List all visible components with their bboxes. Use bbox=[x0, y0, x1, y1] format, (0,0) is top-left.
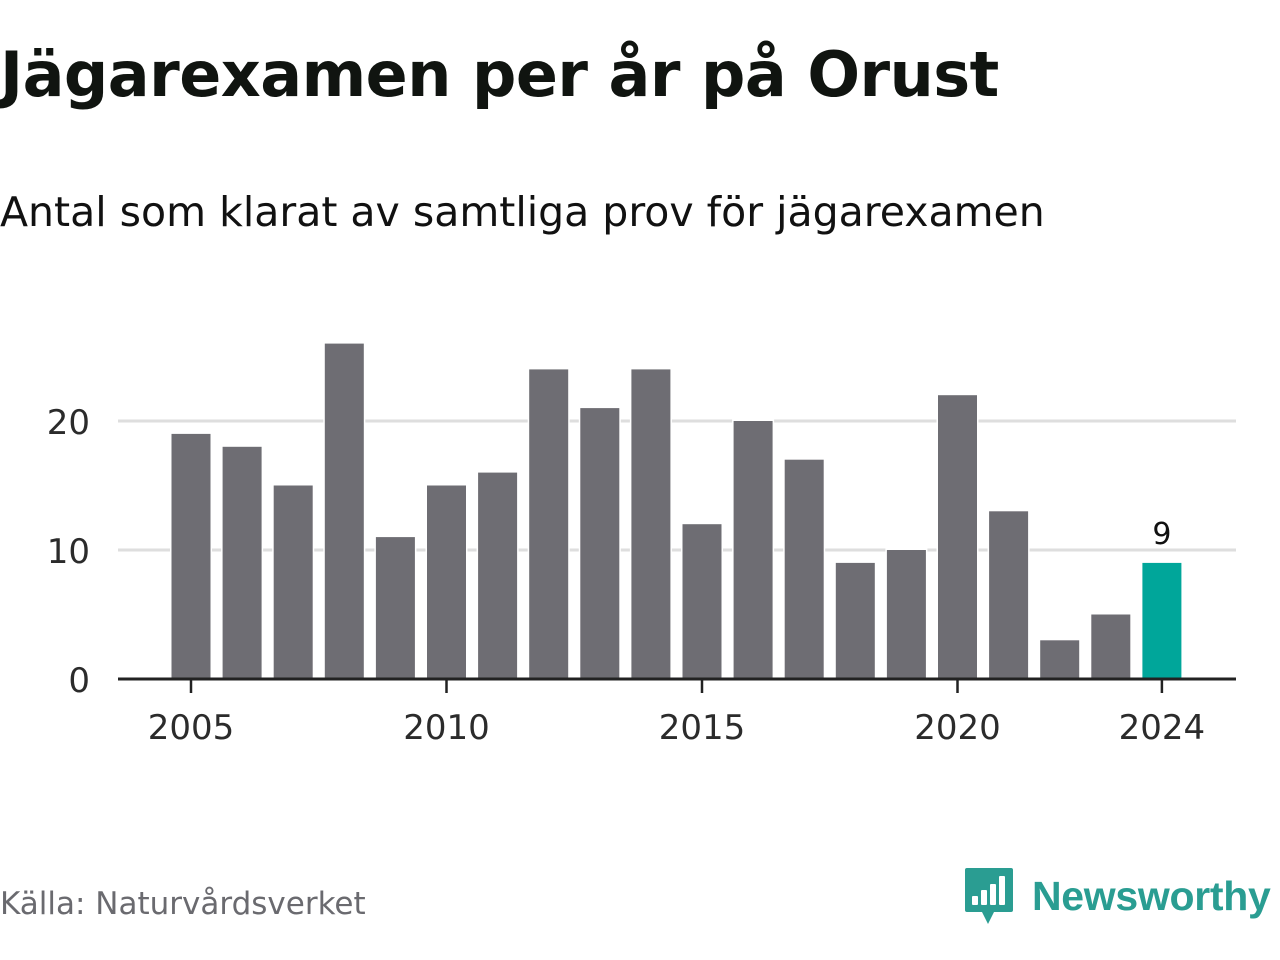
newsworthy-logo-icon bbox=[965, 868, 1013, 924]
bar-2010 bbox=[425, 484, 468, 681]
bar-2023 bbox=[1089, 613, 1132, 681]
bar-2011 bbox=[476, 471, 519, 681]
bar-2016 bbox=[732, 419, 775, 681]
x-tick-label: 2015 bbox=[659, 708, 746, 748]
bar-2020 bbox=[936, 393, 979, 681]
newsworthy-logo: Newsworthy bbox=[964, 866, 1271, 926]
bar-2017 bbox=[783, 458, 826, 681]
bar-2009 bbox=[374, 535, 417, 681]
y-tick-label: 10 bbox=[47, 532, 90, 572]
source-note: Källa: Naturvårdsverket bbox=[0, 886, 366, 922]
chart-title: Jägarexamen per år på Orust bbox=[0, 38, 999, 111]
y-tick-label: 20 bbox=[47, 403, 90, 443]
bar-2007 bbox=[272, 484, 315, 681]
x-tick-label: 2010 bbox=[403, 708, 490, 748]
axes: 0 10 20 2005 2010 2015 2020 2024 bbox=[47, 403, 1236, 748]
data-labels: 9 bbox=[1152, 517, 1171, 552]
bar-2012 bbox=[527, 367, 570, 681]
bar-2005 bbox=[170, 432, 212, 681]
bar-2024 bbox=[1140, 561, 1183, 681]
bar-2021 bbox=[987, 509, 1030, 681]
bar-2008 bbox=[323, 342, 366, 681]
bar-chart: 0 10 20 2005 2010 2015 2020 2024 9 bbox=[47, 342, 1236, 748]
brand-name: Newsworthy bbox=[1032, 872, 1271, 919]
x-tick-label: 2005 bbox=[148, 708, 235, 748]
y-tick-label: 0 bbox=[68, 661, 90, 701]
data-label-2024: 9 bbox=[1152, 517, 1171, 552]
bar-2006 bbox=[221, 445, 264, 681]
x-tick-label: 2024 bbox=[1119, 708, 1206, 748]
chart-subtitle: Antal som klarat av samtliga prov för jä… bbox=[0, 188, 1045, 236]
bar-2013 bbox=[578, 406, 621, 681]
bar-2015 bbox=[681, 522, 723, 681]
bar-2018 bbox=[834, 561, 877, 681]
bar-2022 bbox=[1038, 638, 1081, 681]
bars bbox=[170, 342, 1183, 681]
bar-2014 bbox=[629, 367, 672, 681]
bar-2019 bbox=[885, 548, 928, 681]
x-tick-label: 2020 bbox=[914, 708, 1001, 748]
